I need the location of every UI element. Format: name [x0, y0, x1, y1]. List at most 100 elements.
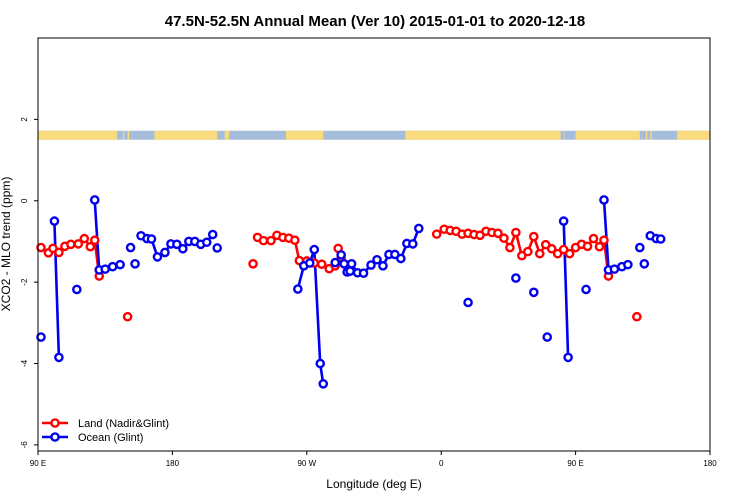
ocean-data-point [160, 247, 170, 258]
land-data-point [534, 248, 545, 259]
x-tick-label: 180 [703, 459, 717, 468]
land-band [123, 130, 125, 140]
ocean-series-line [562, 221, 570, 358]
ocean-data-point [339, 259, 349, 269]
ocean-data-point [563, 352, 573, 363]
land-data-point [122, 311, 133, 322]
land-band [285, 130, 324, 140]
land-data-point [431, 229, 442, 239]
y-axis-label: XCO2 - MLO trend (ppm) [0, 177, 13, 312]
ocean-data-point [413, 223, 424, 234]
ocean-data-point [639, 259, 650, 269]
ocean-data-point [542, 332, 553, 342]
ocean-data-point [309, 244, 320, 255]
land-data-point [73, 239, 84, 249]
ocean-data-point [146, 234, 157, 244]
series-points [36, 195, 666, 389]
land-band [563, 130, 565, 140]
land-data-point [582, 241, 593, 252]
x-tick-label: 180 [166, 459, 180, 468]
ocean-data-point [528, 287, 539, 298]
ocean-data-point [372, 254, 382, 265]
ocean-data-point [54, 352, 64, 363]
land-data-point [599, 235, 609, 246]
ocean-data-point [293, 284, 303, 294]
land-data-point [66, 239, 76, 250]
ocean-data-point [318, 379, 329, 389]
ocean-data-point [36, 332, 46, 342]
x-tick-label: 90 E [567, 459, 583, 468]
ocean-data-point [152, 252, 163, 262]
land-band [38, 130, 118, 140]
ocean-data-point [558, 216, 569, 226]
land-data-point [85, 241, 96, 252]
chart-title: 47.5N-52.5N Annual Mean (Ver 10) 2015-01… [165, 13, 585, 30]
ocean-data-point [511, 273, 521, 283]
ocean-data-point [89, 195, 100, 205]
ocean-band [38, 130, 710, 140]
land-data-point [511, 227, 521, 238]
land-band [677, 130, 710, 140]
land-band [575, 130, 640, 140]
land-data-point [632, 311, 642, 322]
ocean-data-point [345, 266, 355, 276]
ocean-data-point [330, 257, 340, 268]
ocean-data-point [304, 258, 315, 268]
ocean-data-point [346, 259, 357, 269]
ocean-data-point [100, 264, 110, 274]
ocean-series-line [53, 221, 61, 358]
land-data-point [499, 233, 509, 243]
ocean-legend-marker [50, 432, 60, 442]
land-data-point [79, 233, 90, 244]
ocean-data-point [72, 284, 82, 295]
ocean-data-point [599, 195, 609, 205]
land-data-point [546, 243, 557, 254]
ocean-data-point [396, 253, 406, 264]
ocean-data-point [336, 250, 346, 260]
ocean-data-point [130, 259, 140, 269]
ocean-data-point [172, 239, 182, 250]
ocean-data-point [207, 229, 218, 240]
x-axis-label: Longitude (deg E) [326, 477, 421, 491]
ocean-data-point [581, 284, 591, 295]
y-tick-label: -6 [20, 441, 29, 449]
legend: Land (Nadir&Glint) Ocean (Glint) [42, 418, 169, 444]
ocean-data-point [655, 234, 666, 244]
land-data-point [290, 235, 300, 246]
land-legend-marker [50, 418, 60, 428]
ocean-data-point [315, 358, 326, 369]
y-axis: 2 0 -2 -4 -6 [20, 117, 38, 449]
land-data-point [505, 242, 515, 253]
land-data-point [36, 242, 46, 253]
ocean-data-point [49, 216, 60, 226]
land-data-point [493, 228, 503, 239]
ocean-data-point [125, 242, 136, 253]
land-band [645, 130, 648, 140]
land-data-point [54, 247, 64, 258]
land-ocean-mask [38, 130, 710, 140]
ocean-data-point [408, 239, 418, 249]
x-axis: 90 E 180 90 W 0 90 E 180 [30, 451, 717, 468]
ocean-data-point [115, 259, 125, 270]
land-legend-label: Land (Nadir&Glint) [78, 418, 169, 430]
ocean-data-point [107, 261, 118, 272]
y-tick-label: 2 [20, 117, 29, 122]
ocean-legend-label: Ocean (Glint) [78, 432, 143, 444]
land-data-point [523, 246, 533, 257]
ocean-data-point [178, 243, 188, 254]
ocean-data-point [212, 243, 222, 253]
ocean-data-point [609, 264, 620, 274]
x-tick-label: 90 W [297, 459, 316, 468]
land-band [154, 130, 218, 140]
ocean-data-point [201, 237, 212, 248]
ocean-data-point [635, 242, 645, 253]
land-band [650, 130, 652, 140]
land-band [405, 130, 561, 140]
x-tick-label: 90 E [30, 459, 46, 468]
y-tick-label: -4 [20, 359, 29, 367]
land-data-point [564, 248, 575, 259]
land-data-point [594, 241, 605, 252]
land-data-point [528, 231, 539, 242]
